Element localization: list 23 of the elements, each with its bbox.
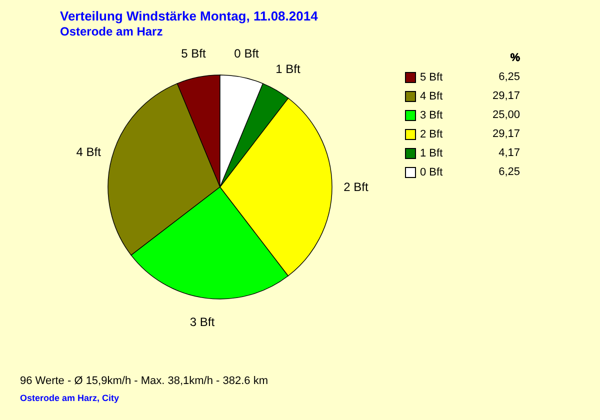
legend-title: % [510, 52, 520, 64]
data-label: 29,17 [492, 90, 520, 102]
chart-title: Verteilung Windstärke Montag, 11.08.2014 [60, 8, 319, 24]
data-label: 6,25 [498, 71, 520, 83]
data-label: 25,00 [492, 109, 520, 121]
data-label: 6,25 [498, 166, 520, 178]
legend-label: 5 Bft [420, 72, 443, 84]
chart-subtitle: Osterode am Harz [60, 24, 163, 39]
legend-label: 1 Bft [420, 148, 443, 160]
slice-label: 5 Bft [181, 46, 206, 61]
legend-label: 0 Bft [420, 166, 443, 178]
text: 96 Werte - Ø 15,9km/h - Max. 38,1km/h - 382.6 km [20, 375, 268, 387]
slice-label: 4 Bft [76, 144, 102, 159]
data-label: 29,17 [492, 128, 520, 140]
slice-label: 0 Bft [234, 46, 260, 61]
legend-label: 4 Bft [420, 90, 443, 102]
slice-label: 3 Bft [190, 314, 216, 329]
legend-label: 2 Bft [420, 128, 443, 140]
slice-label: 1 Bft [276, 62, 302, 76]
legend-label: 3 Bft [420, 110, 443, 122]
data-label: 4,17 [498, 147, 520, 159]
text: Osterode am Harz, City [20, 393, 120, 403]
slice-label: 2 Bft [344, 180, 369, 194]
